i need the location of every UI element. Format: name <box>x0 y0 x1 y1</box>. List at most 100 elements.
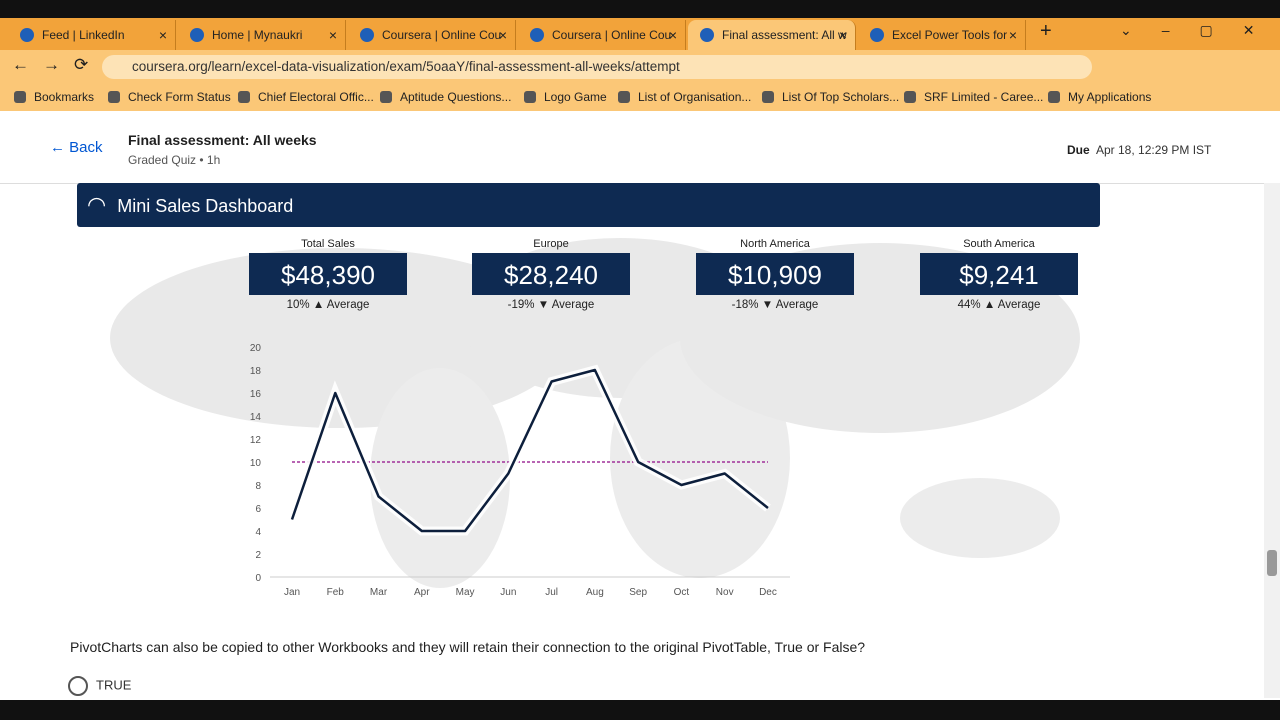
kpi-value: $9,241 <box>920 253 1078 295</box>
x-tick-label: Apr <box>414 587 430 598</box>
tab-icon <box>530 28 544 42</box>
tab-close[interactable]: × <box>498 27 507 43</box>
y-tick-label: 18 <box>250 366 262 377</box>
scrollbar[interactable] <box>1264 183 1280 698</box>
tab[interactable]: Home | Mynaukri × <box>178 20 346 50</box>
title-bar <box>0 0 1280 18</box>
kpi-arrow: ▲ <box>312 299 325 311</box>
tab-title: Excel Power Tools for <box>892 28 1008 42</box>
bookmark[interactable]: Aptitude Questions... <box>380 90 511 104</box>
nav-buttons[interactable]: ←→⟳ <box>12 55 103 74</box>
tab-icon <box>360 28 374 42</box>
y-tick-label: 2 <box>255 550 261 561</box>
kpi-change: -19% <box>507 299 535 311</box>
y-tick-label: 4 <box>255 527 261 538</box>
kpi-note: -18% ▼ Average <box>696 299 854 311</box>
x-tick-label: Nov <box>716 587 734 598</box>
tab-strip: Feed | LinkedIn × Home | Mynaukri × Coursera… <box>0 18 1280 50</box>
kpi-note-text: Average <box>775 299 819 311</box>
bookmark[interactable]: Logo Game <box>524 90 607 104</box>
sales-line-glow <box>287 364 771 536</box>
tab[interactable]: Excel Power Tools for × <box>858 20 1026 50</box>
tab-title: Feed | LinkedIn <box>42 28 125 42</box>
tab-close[interactable]: × <box>1008 27 1017 43</box>
bottom-bar <box>0 700 1280 720</box>
bookmark[interactable]: Bookmarks <box>14 90 94 104</box>
quiz-title: Final assessment: All weeks <box>128 132 317 148</box>
tab-icon <box>20 28 34 42</box>
tab-title: Final assessment: All w <box>722 28 847 42</box>
x-tick-label: Mar <box>370 587 388 598</box>
x-tick-label: Dec <box>759 587 777 598</box>
tab[interactable]: Coursera | Online Cou × <box>348 20 516 50</box>
new-tab[interactable]: + <box>1040 20 1052 42</box>
due-label: Due <box>1067 143 1090 157</box>
tab-close[interactable]: × <box>838 27 847 43</box>
kpi-label: Europe <box>533 238 569 250</box>
tab-close[interactable]: × <box>158 27 167 43</box>
kpi-arrow: ▲ <box>983 299 996 311</box>
due-date: Apr 18, 12:29 PM IST <box>1096 143 1212 157</box>
bookmark[interactable]: My Applications <box>1048 90 1151 104</box>
x-tick-label: Jun <box>500 587 516 598</box>
y-tick-label: 14 <box>250 412 262 423</box>
back-label[interactable]: Back <box>69 139 103 156</box>
bookmark[interactable]: List of Organisation... <box>618 90 751 104</box>
x-tick-label: Jan <box>284 587 300 598</box>
question-text: PivotCharts can also be copied to other … <box>70 639 866 655</box>
window-controls[interactable]: ⌄–▢✕ <box>1120 22 1280 38</box>
kpi-note-text: Average <box>997 299 1041 311</box>
kpi-change: 44% <box>957 299 981 311</box>
tab-icon <box>190 28 204 42</box>
tab[interactable]: Feed | LinkedIn × <box>8 20 176 50</box>
x-tick-label: Jul <box>545 587 558 598</box>
x-tick-label: May <box>456 587 475 598</box>
y-tick-label: 6 <box>255 504 261 515</box>
tab-close[interactable]: × <box>328 27 337 43</box>
address-bar[interactable]: coursera.org/learn/excel-data-visualizat… <box>102 55 1092 79</box>
x-tick-label: Oct <box>674 587 690 598</box>
back-link[interactable]: ← Back <box>50 139 103 156</box>
kpi-change: 10% <box>286 299 310 311</box>
tab-close[interactable]: × <box>668 27 677 43</box>
y-tick-label: 8 <box>255 481 261 492</box>
kpi-value: $48,390 <box>249 253 407 295</box>
y-tick-label: 10 <box>250 458 262 469</box>
tab-icon <box>870 28 884 42</box>
x-tick-label: Sep <box>629 587 647 598</box>
kpi-note: 44% ▲ Average <box>920 299 1078 311</box>
kpi-note-text: Average <box>551 299 595 311</box>
bookmark[interactable]: Check Form Status <box>108 90 231 104</box>
quiz-header: ← Back Final assessment: All weeks Grade… <box>0 115 1280 184</box>
bookmark[interactable]: List Of Top Scholars... <box>762 90 899 104</box>
y-tick-label: 16 <box>250 389 262 400</box>
world-map <box>110 238 1080 588</box>
tab-icon <box>700 28 714 42</box>
bookmarks-bar: Bookmarks Check Form Status Chief Electora… <box>0 83 1280 111</box>
bookmark[interactable]: Chief Electoral Offic... <box>238 90 374 104</box>
kpi-label: Total Sales <box>301 238 355 250</box>
tab-title: Coursera | Online Cou <box>382 28 502 42</box>
tab[interactable]: Coursera | Online Cou × <box>518 20 686 50</box>
line-chart: 0 2 4 6 8 10 12 14 16 18 20 Jan Feb Mar Apr May Jun Jul Au… <box>250 343 790 598</box>
y-tick-label: 12 <box>250 435 262 446</box>
tab-title: Coursera | Online Cou <box>552 28 672 42</box>
kpi-value: $10,909 <box>696 253 854 295</box>
tab[interactable]: Final assessment: All w × <box>688 20 856 50</box>
kpi-note: 10% ▲ Average <box>249 299 407 311</box>
option[interactable]: TRUE <box>68 676 131 696</box>
tab-title: Home | Mynaukri <box>212 28 303 42</box>
bookmark[interactable]: SRF Limited - Caree... <box>904 90 1043 104</box>
kpi-note: -19% ▼ Average <box>472 299 630 311</box>
kpi-value: $28,240 <box>472 253 630 295</box>
kpi-label: North America <box>740 238 810 250</box>
option-label[interactable]: TRUE <box>96 677 132 693</box>
kpi-arrow: ▼ <box>537 299 550 311</box>
y-tick-label: 20 <box>250 343 262 354</box>
kpi-arrow: ▼ <box>761 299 774 311</box>
quiz-subtitle: Graded Quiz • 1h <box>128 153 221 167</box>
x-tick-label: Feb <box>327 587 345 598</box>
kpi-change: -18% <box>731 299 759 311</box>
